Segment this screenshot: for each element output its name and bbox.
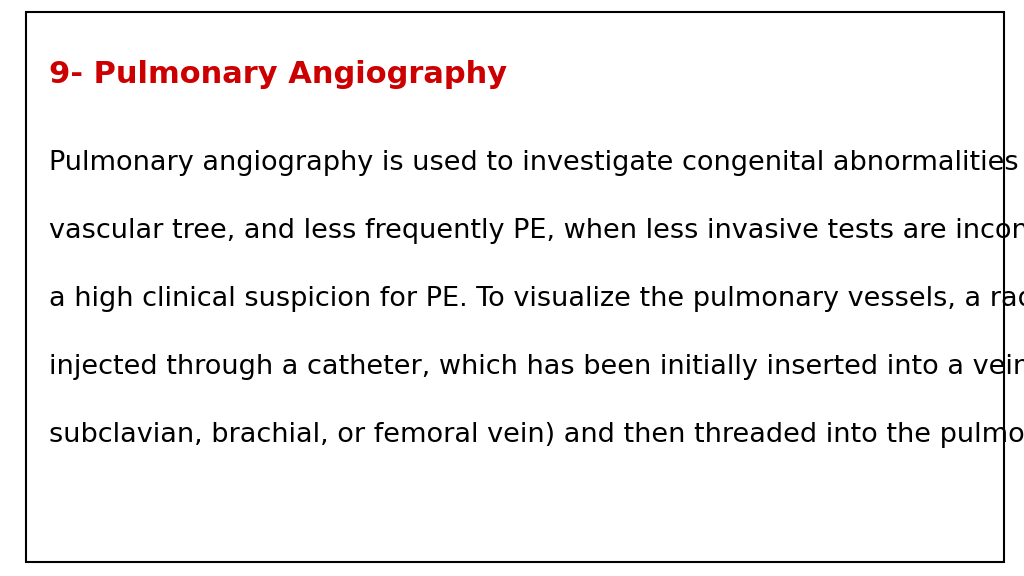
Text: 9- Pulmonary Angiography: 9- Pulmonary Angiography <box>49 60 507 89</box>
Text: injected through a catheter, which has been initially inserted into a vein (e.g.: injected through a catheter, which has b… <box>49 354 1024 380</box>
Text: subclavian, brachial, or femoral vein) and then threaded into the pulmonary arte: subclavian, brachial, or femoral vein) a… <box>49 422 1024 448</box>
Text: vascular tree, and less frequently PE, when less invasive tests are inconclusive: vascular tree, and less frequently PE, w… <box>49 218 1024 244</box>
Text: a high clinical suspicion for PE. To visualize the pulmonary vessels, a radiopaq: a high clinical suspicion for PE. To vis… <box>49 286 1024 312</box>
Text: Pulmonary angiography is used to investigate congenital abnormalities of the pul: Pulmonary angiography is used to investi… <box>49 150 1024 176</box>
FancyBboxPatch shape <box>26 12 1004 562</box>
